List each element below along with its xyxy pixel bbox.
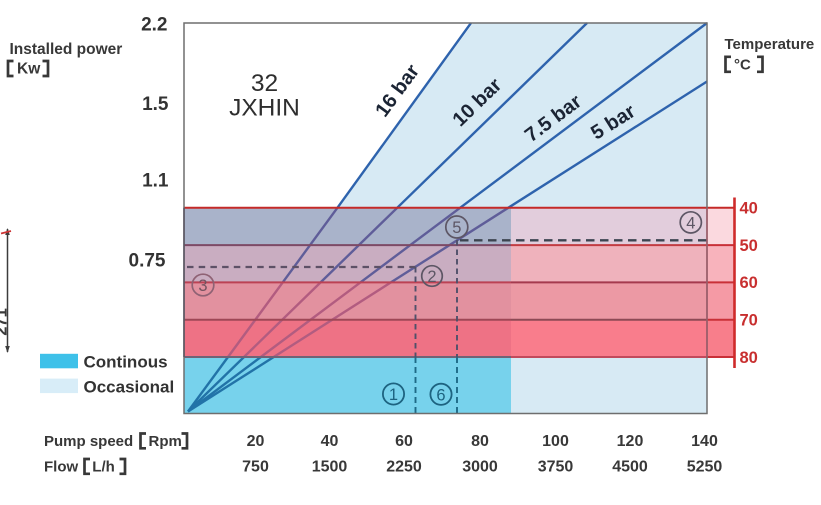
svg-text:Occasional: Occasional bbox=[84, 378, 175, 397]
svg-text:100: 100 bbox=[542, 433, 569, 450]
svg-text:1.5: 1.5 bbox=[142, 94, 169, 115]
svg-text:2.2: 2.2 bbox=[141, 15, 167, 36]
svg-text:32: 32 bbox=[251, 70, 278, 97]
svg-text:Rpm: Rpm bbox=[149, 433, 182, 450]
svg-text:120: 120 bbox=[617, 433, 644, 450]
svg-text:140: 140 bbox=[691, 433, 718, 450]
svg-text:70: 70 bbox=[740, 312, 758, 330]
svg-text:40: 40 bbox=[740, 200, 758, 218]
svg-text:40: 40 bbox=[321, 433, 339, 450]
svg-text:2250: 2250 bbox=[386, 459, 422, 476]
svg-text:20: 20 bbox=[247, 433, 265, 450]
svg-text:Kw: Kw bbox=[17, 61, 41, 78]
svg-text:Flow: Flow bbox=[44, 459, 78, 476]
svg-text:1.1: 1.1 bbox=[142, 171, 169, 192]
svg-text:L/h: L/h bbox=[92, 459, 115, 476]
svg-text:3750: 3750 bbox=[538, 459, 574, 476]
svg-text:60: 60 bbox=[395, 433, 413, 450]
svg-text:Installed power: Installed power bbox=[10, 41, 123, 58]
svg-text:271: 271 bbox=[0, 308, 11, 336]
svg-text:80: 80 bbox=[740, 349, 758, 367]
svg-text:4500: 4500 bbox=[612, 459, 648, 476]
svg-text:5: 5 bbox=[452, 219, 461, 237]
svg-text:JXHIN: JXHIN bbox=[229, 95, 300, 122]
svg-text:Continous: Continous bbox=[84, 353, 168, 372]
svg-text:°C: °C bbox=[734, 56, 751, 73]
svg-text:750: 750 bbox=[242, 459, 269, 476]
svg-text:3: 3 bbox=[198, 277, 207, 295]
svg-text:0.75: 0.75 bbox=[129, 251, 166, 272]
svg-text:4: 4 bbox=[686, 214, 695, 232]
svg-text:5250: 5250 bbox=[687, 459, 723, 476]
svg-text:1500: 1500 bbox=[312, 459, 348, 476]
svg-text:80: 80 bbox=[471, 433, 489, 450]
svg-text:6: 6 bbox=[436, 386, 445, 404]
svg-text:3000: 3000 bbox=[462, 459, 498, 476]
svg-text:2: 2 bbox=[427, 268, 436, 286]
svg-text:60: 60 bbox=[740, 274, 758, 292]
svg-text:50: 50 bbox=[740, 237, 758, 255]
svg-text:1: 1 bbox=[389, 386, 398, 404]
svg-text:Pump speed: Pump speed bbox=[44, 433, 133, 450]
svg-text:Temperature: Temperature bbox=[725, 36, 815, 53]
